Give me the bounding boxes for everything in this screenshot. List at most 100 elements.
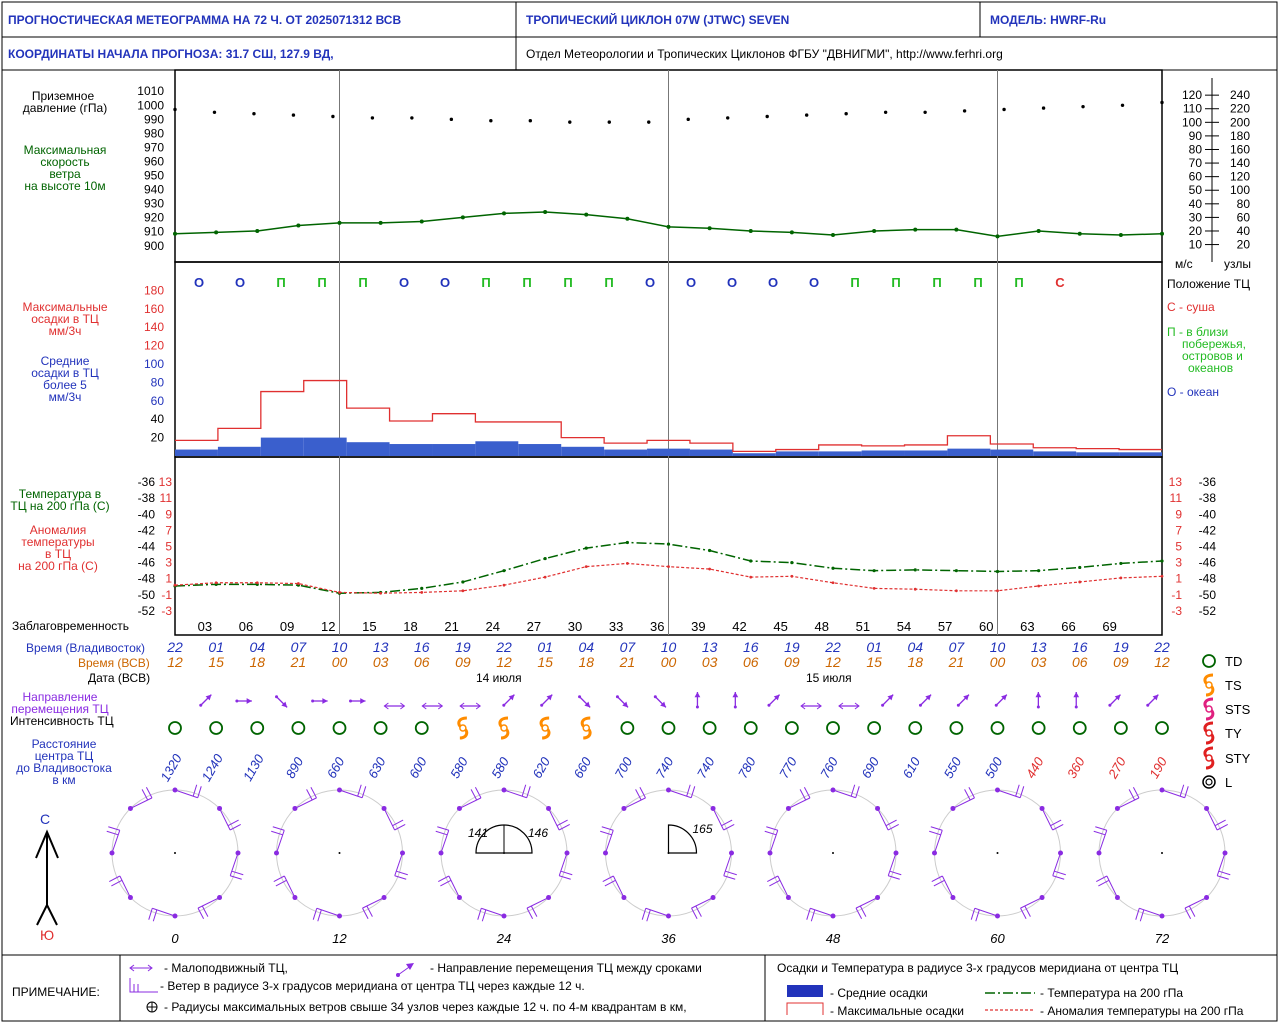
mean-precip-bar bbox=[775, 451, 819, 456]
south-label: Ю bbox=[40, 927, 54, 943]
distance-value: 690 bbox=[858, 754, 882, 781]
distance-value: 550 bbox=[941, 754, 965, 781]
temp-label-l1: Температура в bbox=[19, 487, 101, 501]
dist-label-l2: центра ТЦ bbox=[35, 749, 94, 763]
time-utc: 06 bbox=[1072, 654, 1088, 670]
time-vl: 01 bbox=[208, 639, 224, 655]
lead-hour: 27 bbox=[527, 619, 541, 634]
stationary-arrow-head-right bbox=[475, 702, 481, 710]
wind-rose-hour: 48 bbox=[826, 931, 841, 946]
lead-hour: 54 bbox=[897, 619, 911, 634]
wind-barb-staff bbox=[503, 789, 527, 799]
wind-barb-staff bbox=[1161, 789, 1185, 799]
wind-point bbox=[337, 220, 342, 225]
dist-label: Расстояние центра ТЦ до Владивостока в к… bbox=[16, 737, 112, 787]
mean-precip-bar bbox=[1119, 452, 1162, 456]
temp-label-l2: ТЦ на 200 гПа (С) bbox=[10, 499, 109, 513]
wind-barb-staff bbox=[276, 830, 285, 854]
direction-arrow-head bbox=[546, 694, 553, 701]
wind-point bbox=[1036, 228, 1041, 233]
distance-value: 700 bbox=[612, 754, 636, 781]
distance-value: 740 bbox=[653, 754, 677, 781]
temp-point bbox=[584, 546, 588, 550]
pressure-tick: 990 bbox=[144, 112, 164, 126]
wind-barb-feather bbox=[440, 879, 452, 887]
wind-rose-hour: 12 bbox=[332, 931, 347, 946]
mean-precip-bar bbox=[303, 437, 347, 456]
wind-ms-tick: 30 bbox=[1189, 210, 1203, 224]
max-wind-radius-left: 141 bbox=[468, 826, 488, 840]
wind-barb-staff bbox=[283, 875, 296, 898]
temp-tick-right: -44 bbox=[1199, 540, 1217, 554]
lead-hour: 48 bbox=[815, 619, 829, 634]
distance-value: 440 bbox=[1023, 754, 1047, 781]
legend-temp: - Температура на 200 гПа bbox=[1040, 986, 1183, 1000]
legend-sts-label: STS bbox=[1225, 702, 1251, 717]
distance-value: 890 bbox=[283, 754, 307, 781]
pos-coast-l2: побережья, bbox=[1182, 337, 1246, 351]
wind-barb-staff bbox=[855, 897, 878, 909]
lead-hour: 24 bbox=[486, 619, 500, 634]
distance-value: 1320 bbox=[157, 751, 185, 784]
anom-label: Аномалия температуры в ТЦ на 200 гПа (С) bbox=[18, 523, 98, 573]
direction-arrow-head bbox=[1073, 692, 1080, 698]
direction-arrow-tail bbox=[1036, 705, 1040, 709]
wind-barb-feather bbox=[392, 819, 404, 827]
wind-barb-feather bbox=[1054, 870, 1066, 876]
wind-rose-center bbox=[338, 852, 341, 854]
stationary-arrow-head-right bbox=[816, 702, 822, 710]
wind-barb-staff bbox=[1139, 907, 1163, 917]
max-precip-step bbox=[175, 379, 1162, 453]
temp-point bbox=[790, 561, 794, 565]
position-mark: П bbox=[276, 275, 285, 290]
wind-barb-feather bbox=[1132, 787, 1140, 799]
mean-precip-bar bbox=[561, 446, 605, 456]
stationary-arrow-head-right bbox=[854, 702, 860, 710]
pressure-point bbox=[370, 116, 375, 120]
wind-barb-staff bbox=[197, 897, 220, 909]
pressure-tick: 960 bbox=[144, 154, 164, 168]
time-vl: 22 bbox=[166, 639, 183, 655]
wind-barb-staff bbox=[152, 907, 176, 917]
temp-point bbox=[543, 556, 547, 561]
wind-point bbox=[460, 215, 465, 220]
pressure-point bbox=[252, 111, 256, 116]
temp-point bbox=[1037, 569, 1041, 573]
time-utc: 12 bbox=[825, 654, 841, 670]
date-14: 14 июля bbox=[476, 671, 522, 685]
direction-arrow-tail bbox=[275, 695, 279, 699]
wind-ms-tick: 60 bbox=[1189, 170, 1203, 184]
time-vl: 04 bbox=[578, 639, 594, 655]
distance-value: 760 bbox=[817, 754, 841, 781]
anomaly-point bbox=[255, 581, 259, 585]
direction-arrow-tail bbox=[578, 695, 582, 699]
wind-barb-staff bbox=[832, 789, 856, 799]
wind-barb-feather bbox=[767, 875, 779, 883]
mean-precip-bar bbox=[175, 449, 218, 456]
pressure-point bbox=[686, 117, 690, 122]
direction-arrow-tail bbox=[767, 703, 771, 707]
legend-ty-symbol-eye bbox=[1205, 729, 1213, 737]
wind-barb-staff bbox=[119, 875, 131, 898]
temp-tick-right: -38 bbox=[1199, 491, 1217, 505]
intensity-td-symbol bbox=[291, 721, 306, 735]
intensity-ts-symbol-eye bbox=[459, 724, 467, 732]
mean-precip-bar bbox=[861, 450, 905, 456]
wind-point bbox=[748, 228, 753, 233]
time-vl: 22 bbox=[1153, 639, 1170, 655]
pressure-tick: 970 bbox=[144, 140, 164, 154]
wind-barb-feather bbox=[437, 826, 449, 831]
note-direction: - Направление перемещения ТЦ между срока… bbox=[396, 961, 702, 977]
intensity-ts-symbol-eye bbox=[582, 724, 590, 732]
wind-kt-tick: 80 bbox=[1237, 197, 1251, 211]
direction-arrow-tail bbox=[311, 699, 315, 703]
wind-barb-feather bbox=[317, 909, 322, 922]
mean-precip-bar bbox=[217, 446, 261, 456]
direction-arrow-tail bbox=[918, 703, 922, 707]
direction-arrow-tail bbox=[653, 695, 657, 699]
wind-barb-feather bbox=[1015, 784, 1020, 797]
direction-arrow-tail bbox=[502, 703, 506, 707]
direction-arrow-head bbox=[1114, 694, 1121, 701]
distance-value: 740 bbox=[694, 754, 718, 781]
time-utc: 09 bbox=[455, 654, 471, 670]
